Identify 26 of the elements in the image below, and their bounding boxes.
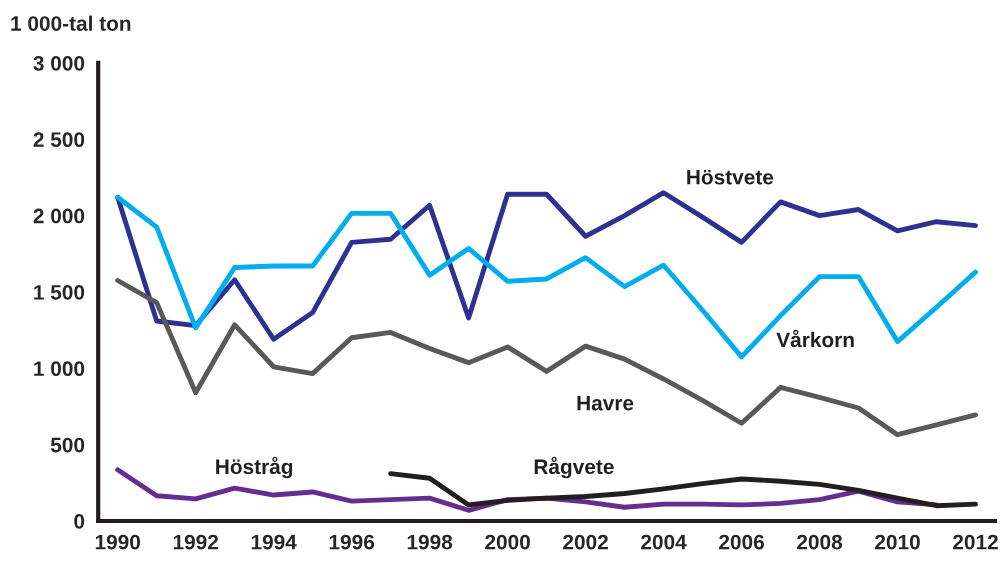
x-tick-label: 2010 [875,534,920,550]
y-tick-label: 3 000 [33,55,85,71]
x-tick-label: 1994 [251,534,297,550]
x-tick-label: 2006 [719,534,764,550]
x-tick-label: 2004 [641,534,687,550]
line-series [115,278,978,438]
x-tick-label: 1996 [329,534,375,550]
x-tick-label: 2000 [485,534,530,550]
y-tick-label: 2 000 [33,208,85,224]
y-axis-title: 1 000-tal ton [11,15,131,31]
x-tick-label: 2002 [563,534,608,550]
series-label: Rågvete [534,456,614,479]
y-tick-label: 500 [50,437,85,453]
x-tick-label: 1992 [173,534,219,550]
x-tick-label: 1998 [407,534,453,550]
y-tick-label: 1 000 [34,361,85,377]
series-label: Vårkorn [776,329,854,348]
series-label: Havre [577,395,634,411]
series-label: Höstråg [216,456,293,479]
y-tick-label: 0 [74,513,85,529]
y-tick-label: 2 500 [33,132,85,148]
y-tick-label: 1 500 [34,284,85,300]
series-label: Höstvete [687,169,774,185]
x-tick-label: 2008 [797,534,843,550]
x-tick-label: 1990 [95,534,141,550]
x-tick-label: 2012 [953,534,998,550]
